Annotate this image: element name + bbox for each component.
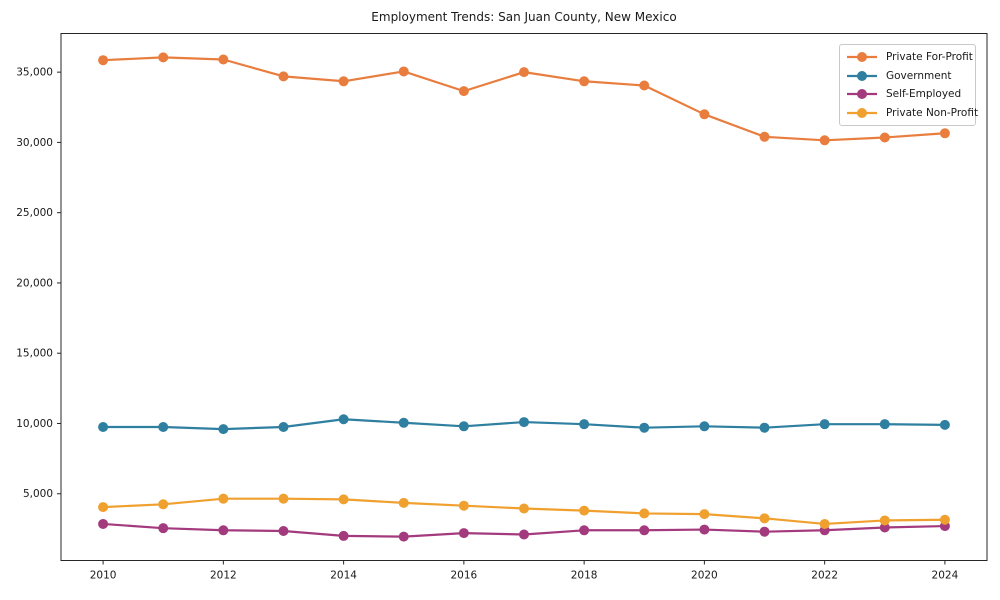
series-private-for-profit-point (699, 109, 710, 120)
series-self-employed-point (579, 525, 590, 536)
series-private-for-profit-point (338, 76, 349, 87)
y-tick-label: 5,000 (23, 488, 53, 500)
series-self-employed-point (98, 518, 109, 529)
series-private-non-profit-point (699, 509, 710, 520)
legend: Private For-Profit Government Self-Employe… (839, 44, 978, 126)
series-private-non-profit-point (338, 494, 349, 505)
series-private-for-profit-point (519, 67, 529, 78)
series-self-employed-point (278, 525, 289, 536)
legend-item-self-employed: Self-Employed (846, 88, 969, 100)
legend-item-private-non-profit: Private Non-Profit (846, 107, 978, 119)
series-private-for-profit-point (218, 54, 229, 65)
series-private-for-profit-point (939, 128, 950, 139)
series-private-non-profit-point (939, 514, 950, 525)
series-private-for-profit-point (879, 132, 890, 143)
series-private-for-profit-point (759, 131, 770, 142)
legend-item-private-for-profit: Private For-Profit (846, 51, 973, 63)
series-private-non-profit-point (98, 502, 109, 513)
series-self-employed-point (519, 529, 529, 540)
legend-label: Self-Employed (886, 88, 962, 101)
y-tick-label: 15,000 (16, 348, 53, 360)
legend-dot (857, 107, 867, 118)
series-self-employed-point (458, 528, 469, 539)
legend-line-marker-icon (847, 89, 877, 100)
legend-item-government: Government (846, 70, 969, 82)
x-tick-label: 2012 (210, 570, 237, 582)
x-tick-label: 2022 (811, 570, 838, 582)
series-private-for-profit-point (398, 66, 409, 77)
series-self-employed-point (879, 522, 890, 533)
series-private-non-profit-point (398, 497, 409, 508)
y-tick-label: 20,000 (16, 277, 53, 289)
legend-line-marker-icon (847, 70, 877, 81)
series-private-non-profit-point (639, 508, 650, 519)
legend-dot (857, 70, 867, 81)
series-private-for-profit-point (639, 80, 650, 91)
legend-label: Government (886, 69, 952, 82)
series-private-non-profit-point (278, 493, 289, 504)
legend-line-marker-icon (847, 107, 877, 118)
series-private-non-profit-point (819, 518, 830, 529)
series-government-point (278, 421, 289, 432)
series-government-point (759, 422, 770, 433)
series-government-point (639, 422, 650, 433)
series-private-non-profit-point (158, 499, 169, 510)
series-government-point (699, 421, 710, 432)
series-self-employed-point (158, 523, 169, 534)
series-self-employed-point (699, 524, 710, 535)
series-private-non-profit-point (759, 513, 770, 524)
series-private-non-profit-point (879, 515, 890, 526)
series-self-employed-point (218, 525, 229, 536)
chart-title: Employment Trends: San Juan County, New … (371, 10, 677, 24)
series-private-for-profit-point (98, 55, 109, 66)
series-self-employed-point (759, 526, 770, 537)
series-government-point (98, 421, 109, 432)
series-private-non-profit-point (218, 493, 229, 504)
series-private-for-profit-point (158, 52, 169, 63)
series-government-point (519, 417, 529, 428)
series-government-point (819, 419, 830, 430)
legend-line-marker-icon (847, 52, 877, 63)
series-government-point (338, 414, 349, 425)
series-government-point (218, 424, 229, 435)
x-tick-label: 2018 (571, 570, 598, 582)
series-private-non-profit-point (579, 505, 590, 516)
series-private-for-profit-point (278, 71, 289, 82)
series-government-point (398, 417, 409, 428)
x-tick-label: 2010 (90, 570, 117, 582)
x-tick-label: 2024 (932, 570, 959, 582)
series-private-non-profit-point (519, 503, 529, 514)
y-tick-label: 10,000 (16, 418, 53, 430)
x-tick-label: 2014 (330, 570, 357, 582)
x-tick-label: 2020 (691, 570, 718, 582)
plot-frame (60, 33, 988, 561)
series-government-point (579, 419, 590, 430)
series-government-point (939, 419, 950, 430)
legend-label: Private For-Profit (886, 51, 973, 64)
y-tick-label: 25,000 (16, 207, 53, 219)
series-self-employed-point (398, 531, 409, 542)
series-self-employed-point (639, 525, 650, 536)
series-private-for-profit-point (579, 76, 590, 87)
series-government-point (458, 421, 469, 432)
series-private-non-profit-point (458, 500, 469, 511)
series-private-for-profit-point (819, 135, 830, 146)
series-private-for-profit-point (458, 86, 469, 97)
series-self-employed-point (338, 530, 349, 541)
x-tick-label: 2016 (451, 570, 478, 582)
y-tick-label: 30,000 (16, 137, 53, 149)
legend-dot (857, 52, 867, 63)
y-tick-label: 35,000 (16, 67, 53, 79)
legend-dot (857, 89, 867, 100)
series-government-point (158, 421, 169, 432)
series-government-point (879, 419, 890, 430)
legend-label: Private Non-Profit (886, 106, 979, 119)
